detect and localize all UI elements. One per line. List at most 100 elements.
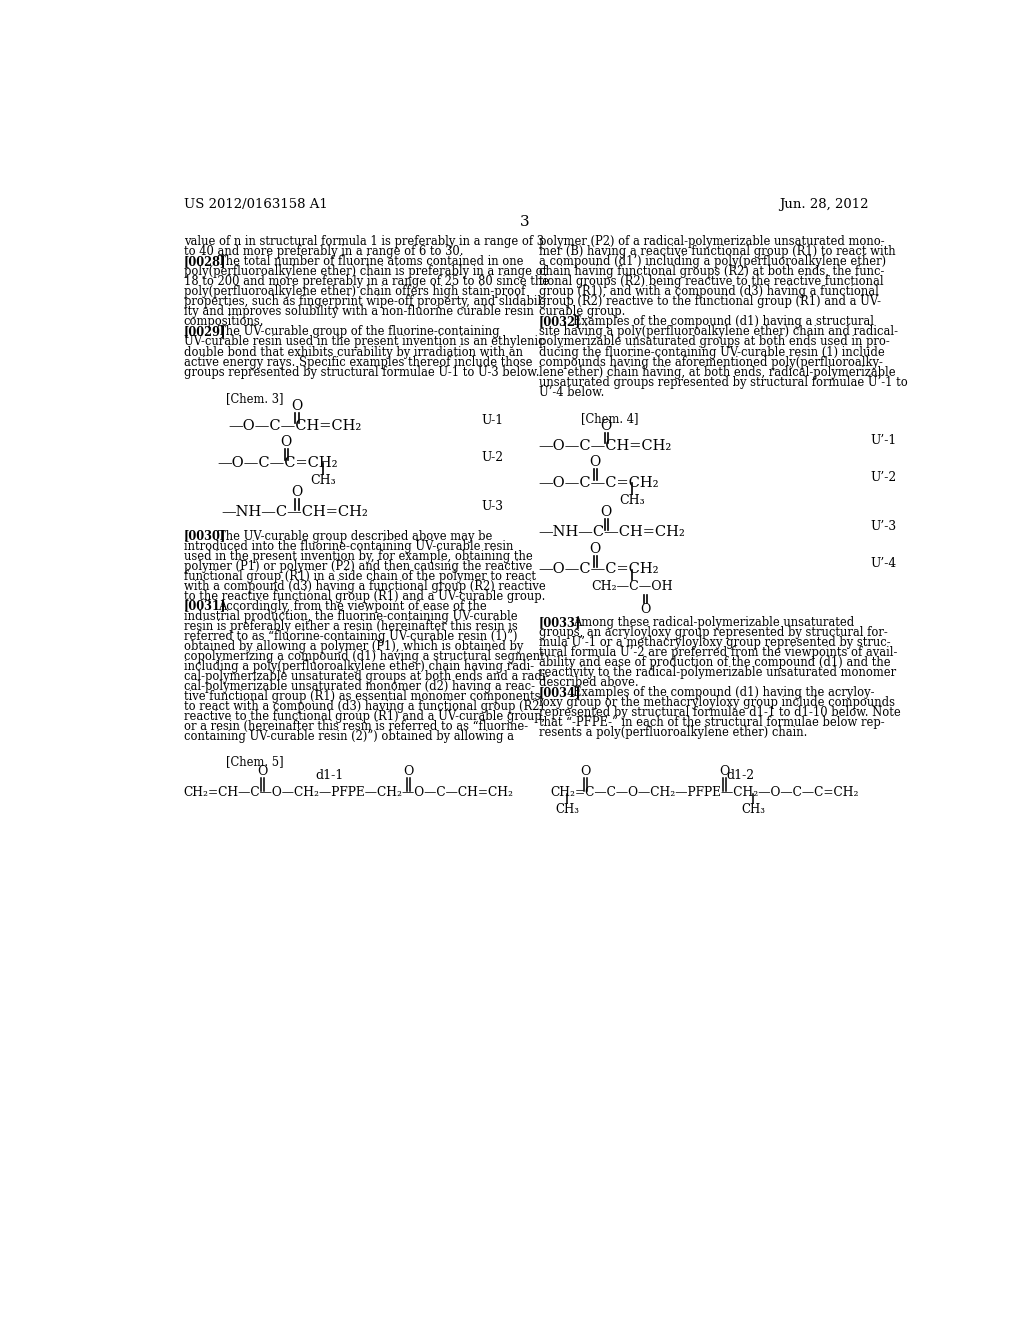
Text: O: O (403, 766, 414, 779)
Text: that “-PFPE-” in each of the structural formulae below rep-: that “-PFPE-” in each of the structural … (539, 715, 885, 729)
Text: 3: 3 (520, 215, 529, 230)
Text: Accordingly, from the viewpoint of ease of the: Accordingly, from the viewpoint of ease … (218, 599, 486, 612)
Text: U’-4: U’-4 (870, 557, 897, 570)
Text: CH₃: CH₃ (618, 494, 644, 507)
Text: tural formula U’-2 are preferred from the viewpoints of avail-: tural formula U’-2 are preferred from th… (539, 645, 897, 659)
Text: —NH—C—CH=CH₂: —NH—C—CH=CH₂ (539, 525, 685, 539)
Text: curable group.: curable group. (539, 305, 625, 318)
Text: [0032]: [0032] (539, 315, 582, 329)
Text: O: O (600, 504, 611, 519)
Text: lene ether) chain having, at both ends, radical-polymerizable: lene ether) chain having, at both ends, … (539, 366, 895, 379)
Text: ity and improves solubility with a non-fluorine curable resin: ity and improves solubility with a non-f… (183, 305, 534, 318)
Text: resents a poly(perfluoroalkylene ether) chain.: resents a poly(perfluoroalkylene ether) … (539, 726, 807, 739)
Text: properties, such as fingerprint wipe-off property, and slidabil-: properties, such as fingerprint wipe-off… (183, 296, 545, 309)
Text: The total number of fluorine atoms contained in one: The total number of fluorine atoms conta… (218, 256, 523, 268)
Text: O: O (600, 418, 611, 433)
Text: [0029]: [0029] (183, 326, 226, 338)
Text: [Chem. 5]: [Chem. 5] (226, 755, 284, 768)
Text: groups, an acryloyloxy group represented by structural for-: groups, an acryloyloxy group represented… (539, 626, 888, 639)
Text: O: O (590, 455, 601, 470)
Text: O: O (580, 766, 591, 779)
Text: CH₃: CH₃ (310, 474, 336, 487)
Text: to react with a compound (d3) having a functional group (R2): to react with a compound (d3) having a f… (183, 700, 544, 713)
Text: compounds having the aforementioned poly(perfluoroalky-: compounds having the aforementioned poly… (539, 355, 883, 368)
Text: CH₃: CH₃ (555, 803, 580, 816)
Text: —O—C—C=CH₂: —O—C—C=CH₂ (539, 475, 659, 490)
Text: functional group (R1) in a side chain of the polymer to react: functional group (R1) in a side chain of… (183, 570, 536, 582)
Text: ducing the fluorine-containing UV-curable resin (1) include: ducing the fluorine-containing UV-curabl… (539, 346, 885, 359)
Text: unsaturated groups represented by structural formulae U’-1 to: unsaturated groups represented by struct… (539, 376, 907, 388)
Text: UV-curable resin used in the present invention is an ethylenic: UV-curable resin used in the present inv… (183, 335, 545, 348)
Text: ability and ease of production of the compound (d1) and the: ability and ease of production of the co… (539, 656, 891, 669)
Text: group (R2) reactive to the functional group (R1) and a UV-: group (R2) reactive to the functional gr… (539, 296, 881, 309)
Text: polymer (P1) or polymer (P2) and then causing the reactive: polymer (P1) or polymer (P2) and then ca… (183, 560, 532, 573)
Text: obtained by allowing a polymer (P1), which is obtained by: obtained by allowing a polymer (P1), whi… (183, 640, 523, 652)
Text: —NH—C—CH=CH₂: —NH—C—CH=CH₂ (221, 504, 368, 519)
Text: O: O (257, 766, 267, 779)
Text: value of n in structural formula 1 is preferably in a range of 3: value of n in structural formula 1 is pr… (183, 235, 544, 248)
Text: d1-2: d1-2 (726, 770, 755, 781)
Text: CH₂=C—C—O—CH₂—PFPE—CH₂—O—C—C=CH₂: CH₂=C—C—O—CH₂—PFPE—CH₂—O—C—C=CH₂ (550, 785, 859, 799)
Text: poly(perfluoroalkylene ether) chain is preferably in a range of: poly(perfluoroalkylene ether) chain is p… (183, 265, 547, 279)
Text: [0034]: [0034] (539, 686, 582, 698)
Text: O: O (291, 399, 302, 412)
Text: double bond that exhibits curability by irradiation with an: double bond that exhibits curability by … (183, 346, 523, 359)
Text: —O—C—C=CH₂: —O—C—C=CH₂ (217, 455, 338, 470)
Text: US 2012/0163158 A1: US 2012/0163158 A1 (183, 198, 328, 211)
Text: with a compound (d3) having a functional group (R2) reactive: with a compound (d3) having a functional… (183, 579, 546, 593)
Text: used in the present invention by, for example, obtaining the: used in the present invention by, for ex… (183, 549, 532, 562)
Text: U’-1: U’-1 (870, 434, 897, 447)
Text: active energy rays. Specific examples thereof include those: active energy rays. Specific examples th… (183, 355, 532, 368)
Text: described above.: described above. (539, 676, 638, 689)
Text: polymer (P2) of a radical-polymerizable unsaturated mono-: polymer (P2) of a radical-polymerizable … (539, 235, 885, 248)
Text: group (R1), and with a compound (d3) having a functional: group (R1), and with a compound (d3) hav… (539, 285, 879, 298)
Text: [0031]: [0031] (183, 599, 226, 612)
Text: Among these radical-polymerizable unsaturated: Among these radical-polymerizable unsatu… (572, 615, 854, 628)
Text: poly(perfluoroalkylene ether) chain offers high stain-proof: poly(perfluoroalkylene ether) chain offe… (183, 285, 525, 298)
Text: represented by structural formulae d1-1 to d1-10 below. Note: represented by structural formulae d1-1 … (539, 706, 900, 719)
Text: CH₂—C—OH: CH₂—C—OH (591, 581, 673, 594)
Text: copolymerizing a compound (d1) having a structural segment: copolymerizing a compound (d1) having a … (183, 649, 545, 663)
Text: [Chem. 3]: [Chem. 3] (226, 392, 284, 405)
Text: loxy group or the methacryloyloxy group include compounds: loxy group or the methacryloyloxy group … (539, 696, 895, 709)
Text: U’-3: U’-3 (870, 520, 897, 533)
Text: introduced into the fluorine-containing UV-curable resin: introduced into the fluorine-containing … (183, 540, 513, 553)
Text: O: O (641, 603, 651, 615)
Text: Examples of the compound (d1) having the acryloy-: Examples of the compound (d1) having the… (572, 686, 874, 698)
Text: CH₃: CH₃ (741, 803, 765, 816)
Text: The UV-curable group described above may be: The UV-curable group described above may… (218, 529, 493, 543)
Text: [0028]: [0028] (183, 256, 226, 268)
Text: —O—C—CH=CH₂: —O—C—CH=CH₂ (228, 418, 362, 433)
Text: U-3: U-3 (481, 500, 504, 513)
Text: [0030]: [0030] (183, 529, 226, 543)
Text: industrial production, the fluorine-containing UV-curable: industrial production, the fluorine-cont… (183, 610, 517, 623)
Text: groups represented by structural formulae U-1 to U-3 below.: groups represented by structural formula… (183, 366, 540, 379)
Text: U-2: U-2 (481, 451, 504, 465)
Text: U’-4 below.: U’-4 below. (539, 385, 604, 399)
Text: reactivity to the radical-polymerizable unsaturated monomer: reactivity to the radical-polymerizable … (539, 665, 896, 678)
Text: [Chem. 4]: [Chem. 4] (582, 412, 639, 425)
Text: compositions.: compositions. (183, 315, 264, 329)
Text: —O—C—CH=CH₂: —O—C—CH=CH₂ (539, 438, 672, 453)
Text: —O—C—C=CH₂: —O—C—C=CH₂ (539, 562, 659, 576)
Text: O: O (281, 436, 292, 449)
Text: mula U’-1 or a methacryloyloxy group represented by struc-: mula U’-1 or a methacryloyloxy group rep… (539, 636, 891, 649)
Text: Examples of the compound (d1) having a structural: Examples of the compound (d1) having a s… (572, 315, 873, 329)
Text: reactive to the functional group (R1) and a UV-curable group,: reactive to the functional group (R1) an… (183, 710, 545, 723)
Text: [0033]: [0033] (539, 615, 582, 628)
Text: mer (B) having a reactive functional group (R1) to react with: mer (B) having a reactive functional gro… (539, 246, 895, 259)
Text: resin is preferably either a resin (hereinafter this resin is: resin is preferably either a resin (here… (183, 619, 517, 632)
Text: O: O (590, 541, 601, 556)
Text: chain having functional groups (R2) at both ends, the func-: chain having functional groups (R2) at b… (539, 265, 884, 279)
Text: referred to as “fluorine-containing UV-curable resin (1)”): referred to as “fluorine-containing UV-c… (183, 630, 517, 643)
Text: polymerizable unsaturated groups at both ends used in pro-: polymerizable unsaturated groups at both… (539, 335, 890, 348)
Text: or a resin (hereinafter this resin is referred to as “fluorine-: or a resin (hereinafter this resin is re… (183, 719, 528, 733)
Text: U-1: U-1 (481, 414, 504, 428)
Text: site having a poly(perfluoroalkylene ether) chain and radical-: site having a poly(perfluoroalkylene eth… (539, 326, 898, 338)
Text: including a poly(perfluoroalkylene ether) chain having radi-: including a poly(perfluoroalkylene ether… (183, 660, 534, 673)
Text: d1-1: d1-1 (315, 770, 344, 781)
Text: 18 to 200 and more preferably in a range of 25 to 80 since the: 18 to 200 and more preferably in a range… (183, 276, 549, 289)
Text: tive functional group (R1) as essential monomer components,: tive functional group (R1) as essential … (183, 689, 544, 702)
Text: tional groups (R2) being reactive to the reactive functional: tional groups (R2) being reactive to the… (539, 276, 884, 289)
Text: O: O (291, 484, 302, 499)
